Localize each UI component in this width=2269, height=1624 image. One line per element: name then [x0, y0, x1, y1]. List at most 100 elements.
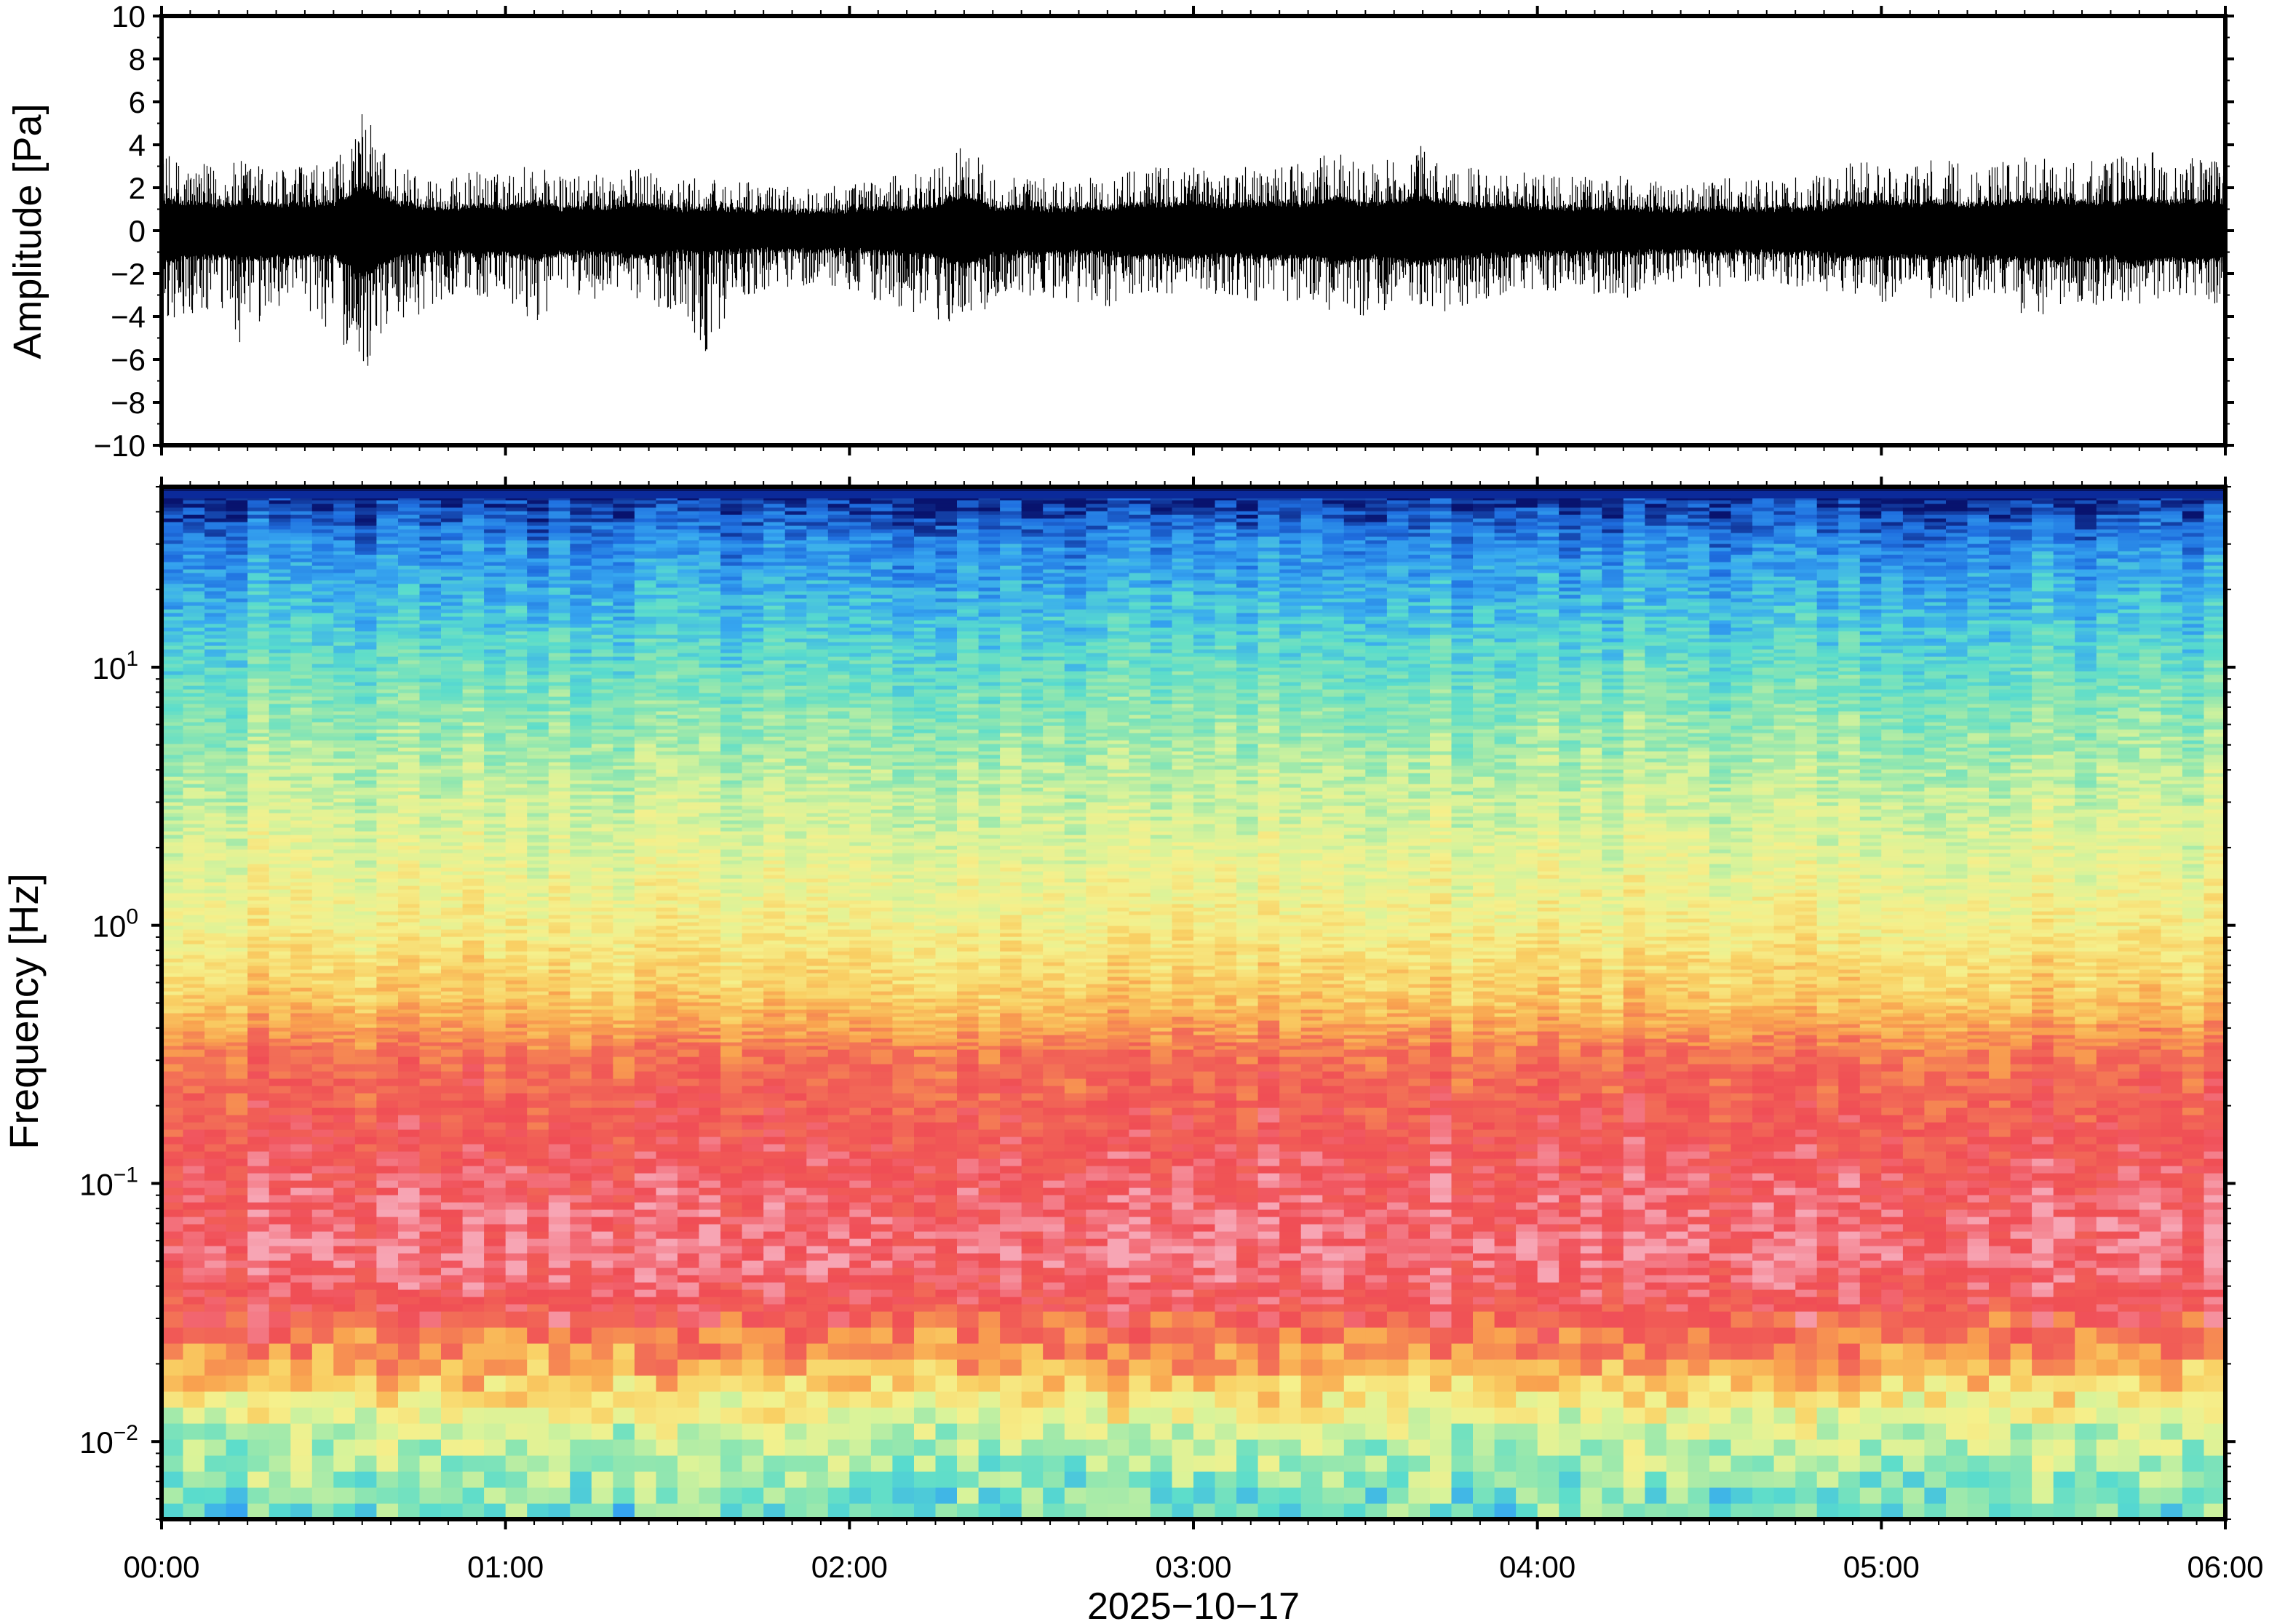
- spectrogram-cell: [398, 587, 421, 592]
- spectrogram-cell: [162, 915, 184, 919]
- spectrogram-cell: [247, 616, 270, 621]
- spectrogram-cell: [398, 1100, 421, 1108]
- spectrogram-cell: [247, 769, 270, 773]
- spectrogram-cell: [311, 1503, 335, 1519]
- spectrogram-cell: [354, 1327, 378, 1344]
- spectrogram-cell: [570, 1031, 592, 1035]
- spectrogram-cell: [376, 1391, 399, 1408]
- spectrogram-cell: [656, 896, 678, 901]
- spectrogram-cell: [570, 631, 592, 635]
- spectrogram-cell: [162, 631, 184, 635]
- spectrogram-cell: [398, 1056, 421, 1064]
- spectrogram-cell: [290, 929, 313, 934]
- spectrogram-cell: [419, 598, 442, 602]
- spectrogram-cell: [290, 769, 313, 773]
- spectrogram-cell: [419, 656, 442, 661]
- spectrogram-cell: [591, 987, 614, 992]
- spectrogram-cell: [441, 729, 464, 733]
- spectrogram-cell: [527, 845, 549, 850]
- spectrogram-cell: [226, 500, 248, 504]
- spectrogram-cell: [376, 707, 399, 712]
- spectrogram-cell: [354, 929, 378, 934]
- spectrogram-cell: [247, 605, 270, 610]
- spectrogram-cell: [656, 1202, 678, 1210]
- spectrogram-cell: [398, 693, 421, 697]
- spectrogram-cell: [269, 584, 291, 588]
- spectrogram-cell: [548, 875, 571, 879]
- spectrogram-cell: [290, 915, 313, 919]
- spectrogram-cell: [162, 987, 184, 992]
- spectrogram-cell: [419, 773, 442, 777]
- spectrogram-cell: [354, 1375, 378, 1392]
- spectrogram-cell: [183, 875, 205, 879]
- spectrogram-cell: [183, 958, 205, 963]
- spectrogram-cell: [419, 1375, 442, 1392]
- spectrogram-cell: [505, 1391, 528, 1408]
- spectrogram-cell: [419, 1282, 442, 1290]
- spectrogram-cell: [484, 518, 506, 522]
- spectrogram-cell: [354, 875, 378, 879]
- spectrogram-cell: [247, 1311, 270, 1328]
- spectrogram-cell: [419, 693, 442, 697]
- spectrogram-cell: [162, 991, 184, 995]
- spectrogram-cell: [570, 1078, 592, 1086]
- spectrogram-cell: [634, 722, 657, 726]
- spectrogram-cell: [656, 1071, 678, 1079]
- spectrogram-cell: [505, 882, 528, 886]
- spectrogram-cell: [354, 729, 378, 733]
- spectrogram-cell: [613, 656, 635, 661]
- spectrogram-cell: [441, 998, 464, 1003]
- spectrogram-cell: [183, 769, 205, 773]
- spectrogram-cell: [613, 882, 635, 886]
- spectrogram-cell: [376, 951, 399, 955]
- spectrogram-cell: [226, 907, 248, 912]
- spectrogram-cell: [419, 631, 442, 635]
- spectrogram-cell: [269, 1297, 291, 1305]
- spectrogram-cell: [462, 580, 485, 584]
- spectrogram-cell: [311, 813, 335, 817]
- spectrogram-cell: [333, 1093, 356, 1101]
- spectrogram-cell: [634, 856, 657, 861]
- spectrogram-cell: [311, 824, 335, 828]
- spectrogram-cell: [570, 594, 592, 599]
- spectrogram-cell: [204, 525, 227, 530]
- spectrogram-cell: [398, 816, 421, 821]
- spectrogram-cell: [591, 696, 614, 701]
- spectrogram-cell: [376, 1024, 399, 1028]
- spectrogram-cell: [419, 1187, 442, 1195]
- spectrogram-cell: [441, 1195, 464, 1203]
- spectrogram-cell: [162, 1423, 184, 1440]
- spectrogram-cell: [548, 871, 571, 875]
- spectrogram-cell: [333, 944, 356, 948]
- spectrogram-cell: [204, 602, 227, 606]
- spectrogram-cell: [204, 940, 227, 944]
- spectrogram-cell: [226, 736, 248, 741]
- spectrogram-cell: [570, 671, 592, 675]
- spectrogram-cell: [183, 540, 205, 544]
- spectrogram-cell: [333, 1046, 356, 1050]
- spectrogram-cell: [354, 933, 378, 937]
- spectrogram-cell: [419, 856, 442, 861]
- spectrogram-cell: [634, 976, 657, 981]
- spectrogram-cell: [226, 864, 248, 868]
- spectrogram-cell: [656, 1144, 678, 1152]
- spectrogram-cell: [591, 1078, 614, 1086]
- spectrogram-cell: [376, 529, 399, 533]
- spectrogram-cell: [419, 554, 442, 559]
- spectrogram-cell: [634, 1423, 657, 1440]
- spectrogram-cell: [505, 780, 528, 784]
- spectrogram-cell: [311, 1217, 335, 1225]
- spectrogram-cell: [591, 1031, 614, 1035]
- spectrogram-cell: [376, 682, 399, 686]
- spectrogram-cell: [570, 1013, 592, 1017]
- spectrogram-cell: [570, 1166, 592, 1174]
- spectrogram-cell: [505, 1100, 528, 1108]
- spectrogram-cell: [484, 987, 506, 992]
- spectrogram-cell: [269, 805, 291, 810]
- spectrogram-cell: [570, 1202, 592, 1210]
- spectrogram-cell: [290, 1027, 313, 1032]
- spectrogram-cell: [269, 1391, 291, 1408]
- spectrogram-cell: [247, 838, 270, 843]
- spectrogram-cell: [484, 835, 506, 839]
- spectrogram-cell: [570, 544, 592, 548]
